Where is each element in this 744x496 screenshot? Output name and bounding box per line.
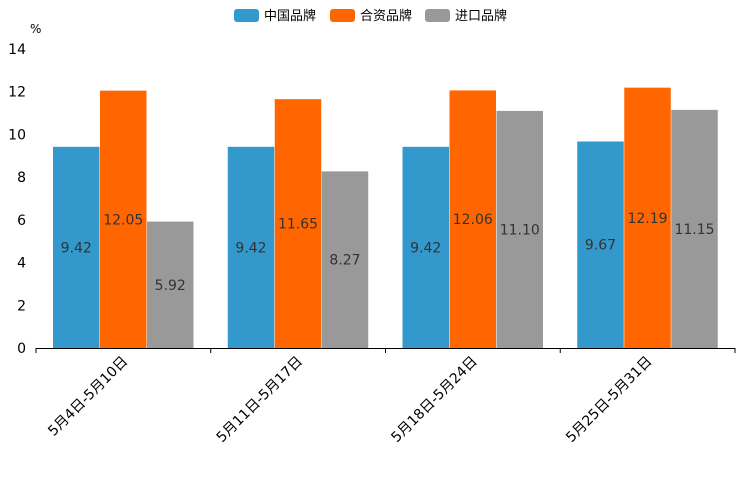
- bar-2-2: [274, 99, 322, 348]
- y-tick-label: 8: [17, 170, 26, 186]
- x-category-label: 5月11日-5月17日: [214, 354, 306, 446]
- x-category-label: 5月4日-5月10日: [45, 354, 131, 440]
- y-tick-label: 14: [8, 42, 26, 58]
- y-tick-label: 0: [17, 341, 26, 357]
- data-label: 8.27: [329, 253, 360, 269]
- bar-1-3: [402, 146, 449, 348]
- legend-label-2: 合资品牌: [360, 8, 412, 24]
- bar-1-2: [227, 146, 275, 348]
- x-category-label: 5月18日-5月24日: [388, 354, 480, 446]
- x-axis: 5月4日-5月10日 5月11日-5月17日 5月18日-5月24日 5月25日-5月…: [35, 348, 736, 446]
- legend-swatch-2: [330, 9, 355, 22]
- data-label: 12.19: [627, 211, 667, 227]
- y-tick-label: 12: [8, 85, 26, 101]
- bar-3-3: [496, 110, 543, 348]
- bar-1-1: [53, 146, 100, 348]
- y-axis: 0 2 4 6 8 10 12 14: [8, 42, 26, 357]
- data-label: 9.67: [585, 238, 616, 254]
- legend-label-1: 中国品牌: [264, 8, 316, 24]
- data-label: 12.05: [103, 212, 143, 228]
- legend: 中国品牌 合资品牌 进口品牌: [234, 8, 507, 24]
- data-label: 9.42: [410, 240, 441, 256]
- bar-3-2: [321, 171, 369, 348]
- data-label: 11.15: [674, 222, 714, 238]
- y-tick-label: 6: [17, 213, 26, 229]
- bar-3-1: [147, 221, 194, 348]
- data-label: 5.92: [155, 278, 186, 294]
- data-label: 9.42: [61, 240, 92, 256]
- y-axis-unit-label: %: [30, 22, 41, 36]
- legend-swatch-3: [425, 9, 450, 22]
- data-label: 9.42: [235, 240, 266, 256]
- y-tick-label: 4: [17, 256, 26, 272]
- y-tick-label: 2: [17, 298, 26, 314]
- x-category-label: 5月25日-5月31日: [563, 354, 655, 446]
- legend-label-3: 进口品牌: [455, 8, 507, 24]
- bar-2-1: [100, 90, 147, 349]
- bar-2-3: [449, 90, 496, 348]
- data-label: 11.10: [500, 222, 540, 238]
- legend-swatch-1: [234, 9, 259, 22]
- bar-1-4: [577, 141, 624, 348]
- y-tick-label: 10: [8, 127, 26, 143]
- data-label: 12.06: [453, 212, 493, 228]
- bar-2-4: [624, 87, 671, 348]
- bars: 9.42 12.05 5.92 9.42 11.65 8.27 9.42 12.06 11.10…: [53, 87, 718, 349]
- data-label: 11.65: [278, 217, 318, 233]
- bar-3-4: [671, 109, 718, 348]
